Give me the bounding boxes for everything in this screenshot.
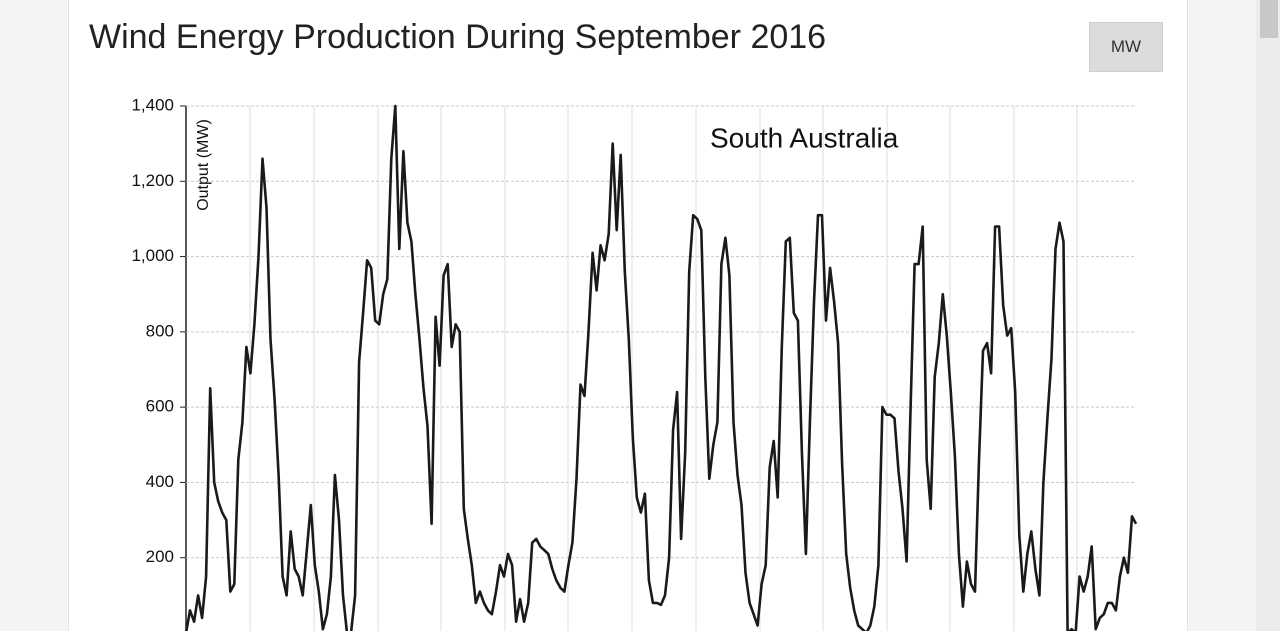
- page-title: Wind Energy Production During September …: [89, 18, 827, 56]
- y-tick-label: 400: [146, 472, 174, 491]
- y-tick-label: 200: [146, 547, 174, 566]
- y-tick-label: 1,200: [131, 171, 174, 190]
- y-tick-label: 1,000: [131, 246, 174, 265]
- scroll-thumb[interactable]: [1260, 0, 1278, 38]
- y-axis-label: Output (MW): [195, 119, 212, 211]
- annotation: South Australia: [710, 122, 899, 153]
- data-line: [185, 104, 1138, 631]
- unit-button[interactable]: MW: [1089, 22, 1163, 72]
- y-tick-label: 600: [146, 397, 174, 416]
- y-tick-label: 800: [146, 321, 174, 340]
- scrollbar[interactable]: [1256, 0, 1280, 631]
- y-tick-label: 1,400: [131, 95, 174, 114]
